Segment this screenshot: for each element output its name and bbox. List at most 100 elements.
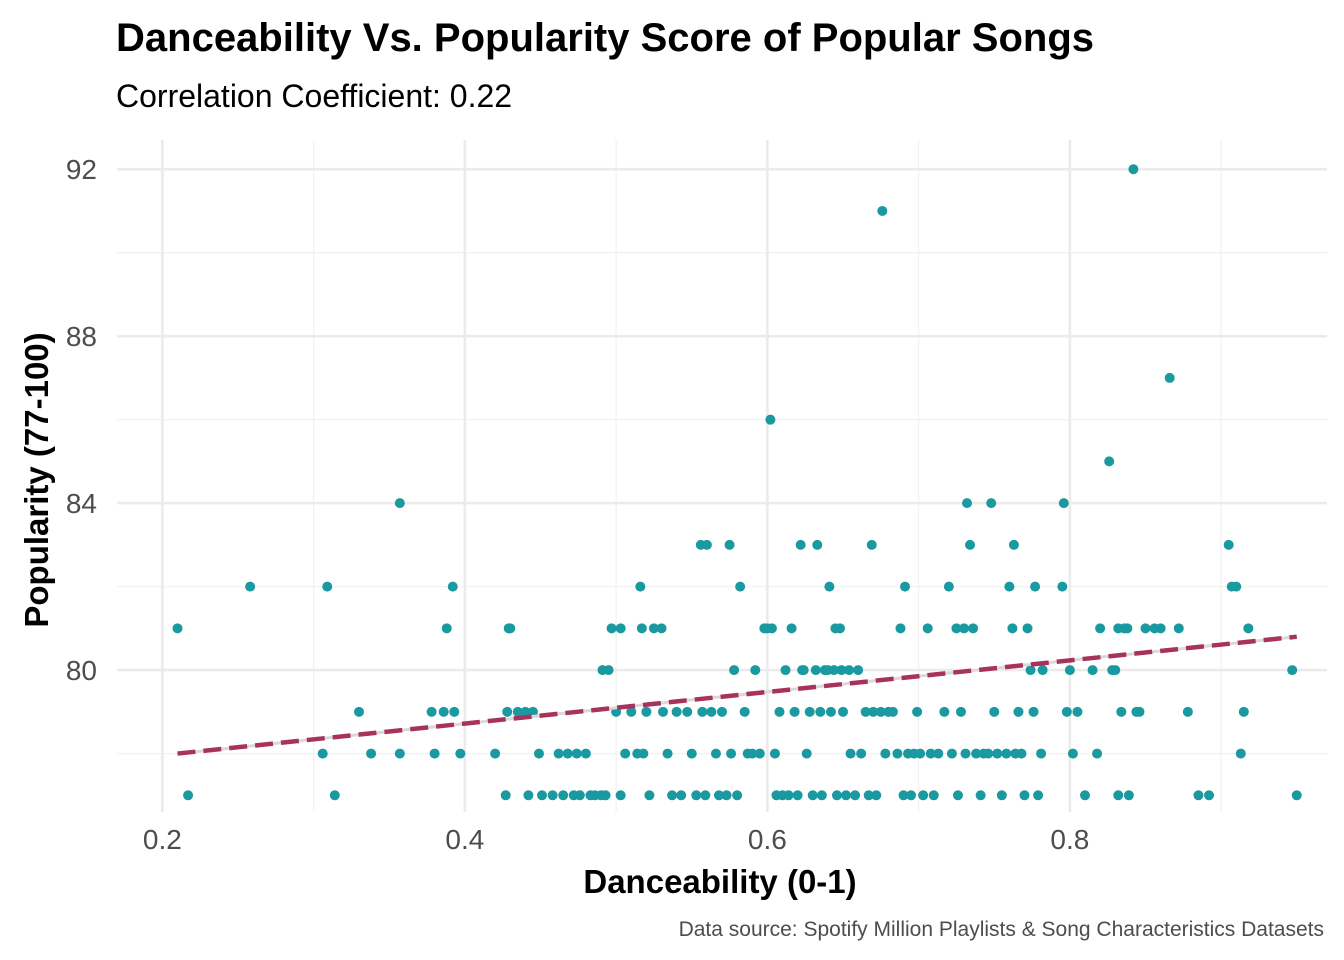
data-point <box>563 749 573 759</box>
data-point <box>740 707 750 717</box>
data-point <box>1287 665 1297 675</box>
data-point <box>534 749 544 759</box>
x-axis-title: Danceability (0-1) <box>583 863 856 900</box>
data-point <box>330 790 340 800</box>
data-point <box>616 623 626 633</box>
y-axis-title: Popularity (77-100) <box>18 332 55 627</box>
data-point <box>755 749 765 759</box>
data-point <box>658 707 668 717</box>
data-point <box>1095 623 1105 633</box>
data-point <box>850 790 860 800</box>
data-point <box>900 582 910 592</box>
data-point <box>607 623 617 633</box>
data-point <box>641 707 651 717</box>
data-point <box>657 623 667 633</box>
data-point <box>1057 582 1067 592</box>
data-point <box>781 665 791 675</box>
data-point <box>722 790 732 800</box>
data-point <box>1292 790 1302 800</box>
data-point <box>676 790 686 800</box>
data-point <box>895 623 905 633</box>
data-point <box>835 623 845 633</box>
data-point <box>888 707 898 717</box>
data-point <box>1072 707 1082 717</box>
data-point <box>923 623 933 633</box>
data-point <box>183 790 193 800</box>
data-point <box>735 582 745 592</box>
data-point <box>808 790 818 800</box>
y-tick-labels: 80 84 88 92 <box>66 154 97 686</box>
data-point <box>1023 623 1033 633</box>
data-point <box>682 707 692 717</box>
data-point <box>354 707 364 717</box>
data-point <box>992 749 1002 759</box>
data-point <box>501 790 511 800</box>
data-point <box>817 790 827 800</box>
data-point <box>1068 749 1078 759</box>
data-point <box>750 665 760 675</box>
data-point <box>581 749 591 759</box>
data-point <box>765 415 775 425</box>
data-point <box>867 540 877 550</box>
data-point <box>832 790 842 800</box>
data-point <box>774 707 784 717</box>
data-point <box>725 540 735 550</box>
data-point <box>841 790 851 800</box>
data-point <box>968 623 978 633</box>
data-point <box>892 749 902 759</box>
data-point <box>1065 665 1075 675</box>
data-point <box>815 707 825 717</box>
data-point <box>1062 707 1072 717</box>
data-point <box>430 749 440 759</box>
data-point <box>455 749 465 759</box>
data-point <box>395 498 405 508</box>
data-point <box>1183 707 1193 717</box>
data-point <box>1224 540 1234 550</box>
data-point <box>1141 623 1151 633</box>
data-point <box>953 790 963 800</box>
data-point <box>1243 623 1253 633</box>
data-point <box>575 790 585 800</box>
data-point <box>1036 749 1046 759</box>
data-point <box>1088 665 1098 675</box>
data-point <box>1134 707 1144 717</box>
data-point <box>1104 456 1114 466</box>
y-tick-label: 92 <box>66 154 97 185</box>
trend-line-group <box>178 637 1297 754</box>
data-point <box>793 790 803 800</box>
data-point <box>245 582 255 592</box>
data-point <box>796 540 806 550</box>
data-point <box>912 707 922 717</box>
data-point <box>702 540 712 550</box>
data-point <box>944 582 954 592</box>
data-point <box>449 707 459 717</box>
data-point <box>877 206 887 216</box>
data-point <box>523 790 533 800</box>
data-point <box>959 623 969 633</box>
data-point <box>844 665 854 675</box>
data-point <box>997 790 1007 800</box>
data-point <box>1122 623 1132 633</box>
data-point <box>826 707 836 717</box>
data-point <box>672 707 682 717</box>
data-point <box>502 707 512 717</box>
data-point <box>717 707 727 717</box>
data-point <box>548 790 558 800</box>
data-point <box>558 790 568 800</box>
data-point <box>880 749 890 759</box>
data-point <box>1193 790 1203 800</box>
x-tick-labels: 0.2 0.4 0.6 0.8 <box>143 824 1089 855</box>
data-point <box>1009 540 1019 550</box>
data-point <box>706 707 716 717</box>
data-point <box>729 665 739 675</box>
data-point <box>1092 749 1102 759</box>
data-point <box>846 749 856 759</box>
y-tick-label: 80 <box>66 655 97 686</box>
data-point <box>697 707 707 717</box>
data-point <box>989 707 999 717</box>
data-point <box>322 582 332 592</box>
data-point <box>933 749 943 759</box>
data-point <box>811 665 821 675</box>
data-point <box>1174 623 1184 633</box>
data-point <box>767 623 777 633</box>
